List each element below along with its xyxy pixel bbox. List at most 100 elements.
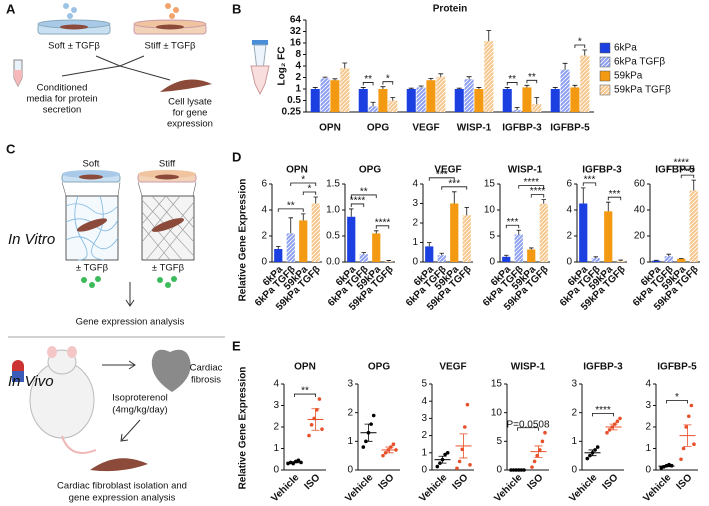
sem-bar <box>588 449 597 457</box>
diagram-text: fibrosis <box>191 375 221 386</box>
y-tick-label: 0 <box>347 465 353 476</box>
x-tick-label: Vehicle <box>492 472 524 504</box>
y-tick-label: 4 <box>421 396 427 407</box>
y-axis-label: Relative Gene Expression <box>238 367 249 490</box>
data-point <box>530 465 534 469</box>
bar <box>310 89 320 112</box>
significance-bracket <box>441 186 468 190</box>
bar <box>368 106 378 112</box>
significance-bracket <box>506 82 518 86</box>
y-tick-label: 3 <box>273 400 279 411</box>
significance-label: **** <box>375 217 391 228</box>
chart-title: IGFBP-3 <box>582 165 622 176</box>
diagram-text: ± TGFβ <box>76 263 109 274</box>
significance-label: **** <box>595 405 611 416</box>
chart-title: OPN <box>294 362 316 373</box>
y-tick-label: 0 <box>261 257 267 268</box>
error-bar <box>427 242 432 247</box>
bar <box>347 216 356 262</box>
significance-bracket <box>362 82 374 86</box>
bar <box>560 69 570 112</box>
significance-label: *** <box>584 175 596 186</box>
error-bar <box>593 256 598 259</box>
condition-label: Stiff <box>159 159 176 170</box>
error-bar <box>691 179 696 191</box>
y-tick-label: 3 <box>571 379 577 390</box>
panel-c-diagram <box>8 170 225 472</box>
sem-bar <box>534 445 543 458</box>
error-bar <box>386 260 391 261</box>
y-tick-label: 4 <box>295 61 301 72</box>
significance-bracket <box>375 225 390 229</box>
y-tick-label: 2 <box>412 218 418 229</box>
data-point <box>361 445 366 449</box>
x-tick-label: OPG <box>367 123 389 134</box>
y-tick-label: 0 <box>273 465 279 476</box>
bar <box>274 249 283 262</box>
significance-label: **** <box>673 158 689 169</box>
bar <box>437 255 446 262</box>
data-point <box>679 457 683 462</box>
legend-swatch <box>599 56 611 68</box>
diagram-text: media for protein <box>26 94 97 105</box>
bar <box>474 89 484 112</box>
data-point <box>435 464 440 469</box>
y-tick-label: 10 <box>491 407 503 418</box>
chart-title: OPN <box>286 165 308 176</box>
condition-label: Stiff ± TGFβ <box>145 41 197 52</box>
error-bar <box>349 208 354 217</box>
data-point <box>371 413 376 418</box>
error-bar <box>516 229 521 235</box>
significance-bracket <box>302 191 317 195</box>
y-tick-label: 6 <box>261 179 267 190</box>
x-tick-label: Vehicle <box>343 472 375 504</box>
y-tick-label: 3 <box>645 400 651 411</box>
y-tick-label: 1.5 <box>326 179 340 190</box>
significance-label: ** <box>364 74 372 85</box>
y-tick-label: 5 <box>496 436 502 447</box>
error-bar <box>301 213 306 221</box>
y-tick-label: 2 <box>566 231 572 242</box>
section-label: In Vivo <box>8 373 54 390</box>
x-tick-label: IGFBP-3 <box>502 123 542 134</box>
error-bar <box>452 191 457 204</box>
x-tick-label: Vehicle <box>567 472 599 504</box>
panel-label: A <box>6 1 16 16</box>
significance-label: **** <box>523 177 539 188</box>
significance-bracket <box>680 174 695 179</box>
sem-bar <box>683 424 692 447</box>
significance-bracket <box>294 393 316 398</box>
y-tick-label: 60 <box>634 179 646 190</box>
bar <box>462 215 471 262</box>
bar <box>416 87 426 112</box>
error-bar <box>486 30 492 42</box>
data-point <box>443 452 447 457</box>
bar <box>286 233 295 262</box>
y-tick-label: 32 <box>290 26 302 37</box>
pipette-icon <box>250 40 270 96</box>
panel-label: E <box>232 338 241 353</box>
error-bar <box>438 73 444 77</box>
y-tick-label: 2 <box>261 231 267 242</box>
y-tick-label: 1 <box>273 443 279 454</box>
y-tick-label: 2 <box>645 422 651 433</box>
bar <box>426 80 436 112</box>
bar <box>406 89 416 112</box>
error-bar <box>581 187 586 204</box>
legend-swatch <box>599 42 611 54</box>
x-tick-label: Vehicle <box>417 472 449 504</box>
error-bar <box>541 199 546 204</box>
error-bar <box>408 87 414 89</box>
diagram-text: ± TGFβ <box>152 263 185 274</box>
sem-bar <box>385 446 394 454</box>
data-point <box>463 425 467 429</box>
data-point <box>595 445 600 449</box>
significance-bracket <box>350 194 377 198</box>
bar <box>425 246 434 262</box>
data-point <box>320 427 324 431</box>
data-point <box>381 453 385 458</box>
significance-bracket <box>382 81 394 85</box>
error-bar <box>428 77 434 81</box>
significance-bracket <box>530 194 545 198</box>
chart-title: WISP-1 <box>511 362 546 373</box>
